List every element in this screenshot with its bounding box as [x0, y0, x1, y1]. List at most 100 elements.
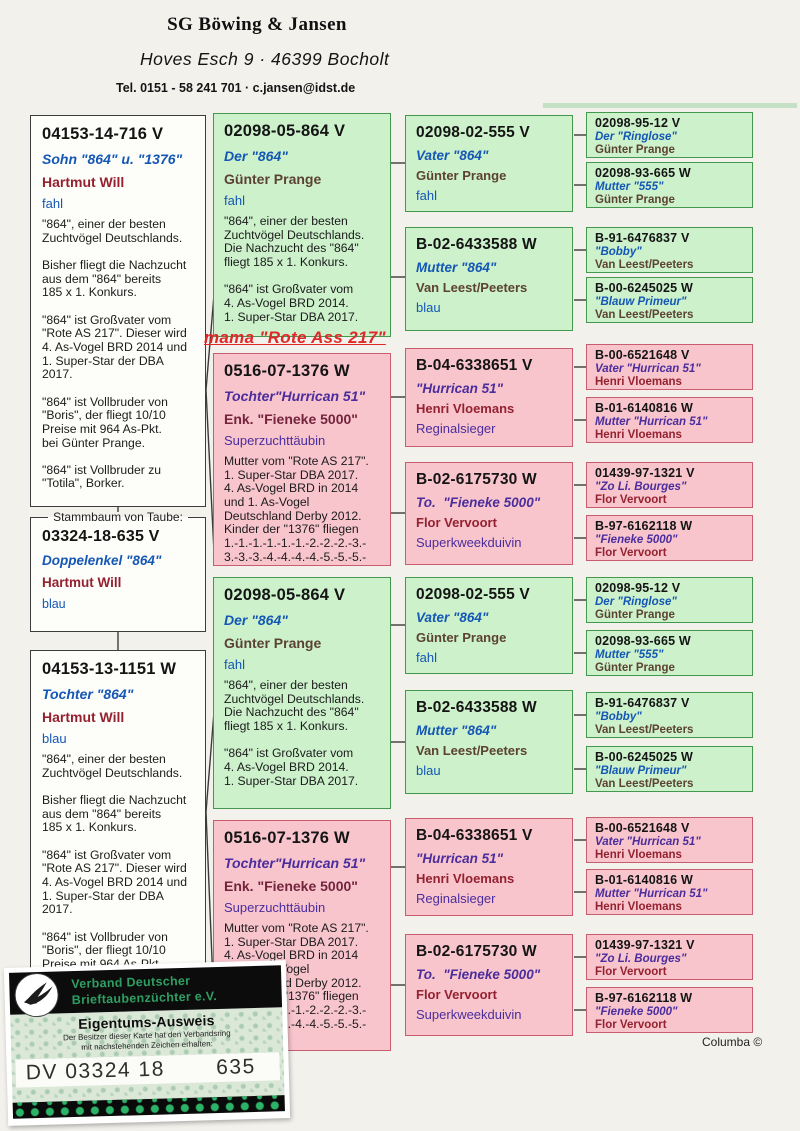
- ring-number: B-02-6433588 W: [416, 236, 537, 253]
- color-line: blau: [416, 300, 441, 315]
- breeder-name: Hartmut Will: [42, 575, 122, 590]
- gen2-box-3: 02098-05-864 V Der "864" Günter Prange f…: [213, 577, 391, 809]
- breeder-name: Van Leest/Peeters: [416, 280, 528, 295]
- color-line: Superzuchttäubin: [224, 900, 326, 915]
- breeder-name: Flor Vervoort: [416, 515, 497, 530]
- breeder-name: Van Leest/Peeters: [595, 259, 694, 271]
- ring-number: B-00-6245025 W: [595, 750, 693, 764]
- ring-number: 02098-93-665 W: [595, 634, 691, 648]
- breeder-name: Van Leest/Peeters: [595, 724, 694, 736]
- color-line: fahl: [416, 650, 437, 665]
- breeder-name: Günter Prange: [595, 609, 675, 621]
- gen4-box-14: B-01-6140816 W Mutter "Hurrican 51" Henr…: [586, 869, 753, 915]
- gen3-box-3: B-04-6338651 V "Hurrican 51" Henri Vloem…: [405, 348, 573, 447]
- breeder-name: Hartmut Will: [42, 174, 125, 190]
- bird-name: Der "Ringlose": [595, 131, 677, 143]
- mother-box: 04153-13-1151 W Tochter "864" Hartmut Wi…: [30, 650, 206, 972]
- header-title: SG Böwing & Jansen: [167, 14, 347, 35]
- breeder-name: Flor Vervoort: [595, 547, 667, 559]
- notes-text: "864", einer der besten Zuchtvögel Deuts…: [42, 217, 187, 491]
- columba-credit: Columba ©: [702, 1035, 763, 1049]
- card-ring-number: 635: [215, 1054, 257, 1079]
- ring-number: B-04-6338651 V: [416, 827, 533, 844]
- bird-name: "Hurrican 51": [416, 381, 504, 396]
- breeder-name: Günter Prange: [224, 171, 322, 187]
- ring-number: B-02-6175730 W: [416, 943, 537, 960]
- ring-number: B-00-6245025 W: [595, 281, 693, 295]
- gen4-box-12: B-00-6245025 W "Blauw Primeur" Van Leest…: [586, 746, 753, 792]
- ring-number: B-02-6433588 W: [416, 699, 537, 716]
- bird-name: "Bobby": [595, 246, 642, 258]
- breeder-name: Henri Vloemans: [595, 376, 682, 388]
- breeder-name: Hartmut Will: [42, 709, 125, 725]
- bird-name: Der "864": [224, 612, 288, 628]
- breeder-name: Flor Vervoort: [595, 1019, 667, 1031]
- gen4-box-15: 01439-97-1321 V "Zo Li. Bourges" Flor Ve…: [586, 934, 753, 980]
- breeder-name: Enk. "Fieneke 5000": [224, 878, 358, 894]
- ring-number: 02098-02-555 V: [416, 586, 530, 603]
- ring-number: B-02-6175730 W: [416, 471, 537, 488]
- gen4-box-7: 01439-97-1321 V "Zo Li. Bourges" Flor Ve…: [586, 462, 753, 508]
- gen3-box-2: B-02-6433588 W Mutter "864" Van Leest/Pe…: [405, 227, 573, 331]
- ring-number: 02098-93-665 W: [595, 166, 691, 180]
- bird-name: "Zo Li. Bourges": [595, 481, 687, 493]
- ring-number: 0516-07-1376 W: [224, 362, 350, 380]
- notes-text: "864", einer der besten Zuchtvögel Deuts…: [224, 678, 365, 788]
- bird-name: "Blauw Primeur": [595, 765, 687, 777]
- gen4-box-8: B-97-6162118 W "Fieneke 5000" Flor Vervo…: [586, 515, 753, 561]
- ring-number: 01439-97-1321 V: [595, 466, 695, 480]
- ring-number: 02098-05-864 V: [224, 586, 346, 604]
- breeder-name: Henri Vloemans: [595, 429, 682, 441]
- breeder-name: Henri Vloemans: [595, 901, 682, 913]
- bird-name: Doppelenkel "864": [42, 553, 162, 568]
- card-ring-prefix: DV 03324 18: [25, 1057, 166, 1085]
- breeder-name: Henri Vloemans: [416, 871, 515, 886]
- breeder-name: Van Leest/Peeters: [416, 743, 528, 758]
- header-address: Hoves Esch 9 · 46399 Bocholt: [140, 49, 390, 69]
- father-box: 04153-14-716 V Sohn "864" u. "1376" Hart…: [30, 115, 206, 507]
- ring-number: B-91-6476837 V: [595, 231, 690, 245]
- card-body: Eigentums-Ausweis Der Besitzer dieser Ka…: [10, 1007, 285, 1103]
- notes-text: Mutter vom "Rote AS 217". 1. Super-Star …: [224, 921, 369, 1031]
- color-line: fahl: [224, 657, 245, 672]
- gen4-box-9: 02098-95-12 V Der "Ringlose" Günter Pran…: [586, 577, 753, 623]
- gen4-box-16: B-97-6162118 W "Fieneke 5000" Flor Vervo…: [586, 987, 753, 1033]
- ring-number: B-00-6521648 V: [595, 821, 690, 835]
- gen3-box-8: B-02-6175730 W To. "Fieneke 5000" Flor V…: [405, 934, 573, 1036]
- color-line: blau: [42, 597, 66, 611]
- bird-name: "Fieneke 5000": [595, 1006, 678, 1018]
- color-line: fahl: [224, 193, 245, 208]
- bird-name: Mutter "864": [416, 260, 497, 275]
- breeder-name: Flor Vervoort: [416, 987, 497, 1002]
- gen2-box-4: 0516-07-1376 W Tochter"Hurrican 51" Enk.…: [213, 820, 391, 1051]
- breeder-name: Enk. "Fieneke 5000": [224, 411, 358, 427]
- breeder-name: Günter Prange: [595, 194, 675, 206]
- bird-name: "Bobby": [595, 711, 642, 723]
- color-line: blau: [42, 731, 67, 746]
- scan-artifact-streak: [543, 103, 797, 108]
- gen4-box-3: B-91-6476837 V "Bobby" Van Leest/Peeters: [586, 227, 753, 273]
- ring-number: 03324-18-635 V: [42, 528, 160, 545]
- ring-number: B-97-6162118 W: [595, 991, 693, 1005]
- bird-name: Sohn "864" u. "1376": [42, 151, 183, 167]
- breeder-name: Van Leest/Peeters: [595, 778, 694, 790]
- bird-name: Mutter "555": [595, 181, 664, 193]
- ring-number: 02098-02-555 V: [416, 124, 530, 141]
- bird-name: Der "Ringlose": [595, 596, 677, 608]
- ring-number: 01439-97-1321 V: [595, 938, 695, 952]
- bird-name: Tochter"Hurrican 51": [224, 855, 366, 871]
- gen3-box-5: 02098-02-555 V Vater "864" Günter Prange…: [405, 577, 573, 674]
- gen4-box-5: B-00-6521648 V Vater "Hurrican 51" Henri…: [586, 344, 753, 390]
- gen2-box-1: 02098-05-864 V Der "864" Günter Prange f…: [213, 113, 391, 337]
- pigeon-logo-icon: [14, 972, 60, 1018]
- ring-number: B-97-6162118 W: [595, 519, 693, 533]
- gen3-box-7: B-04-6338651 V "Hurrican 51" Henri Vloem…: [405, 818, 573, 916]
- breeder-name: Van Leest/Peeters: [595, 309, 694, 321]
- breeder-name: Günter Prange: [595, 662, 675, 674]
- bird-name: To. "Fieneke 5000": [416, 495, 541, 510]
- card-org-name: Verband Deutscher Brieftaubenzüchter e.V…: [71, 965, 282, 1008]
- bird-name: Mutter "Hurrican 51": [595, 416, 708, 428]
- gen3-box-6: B-02-6433588 W Mutter "864" Van Leest/Pe…: [405, 690, 573, 794]
